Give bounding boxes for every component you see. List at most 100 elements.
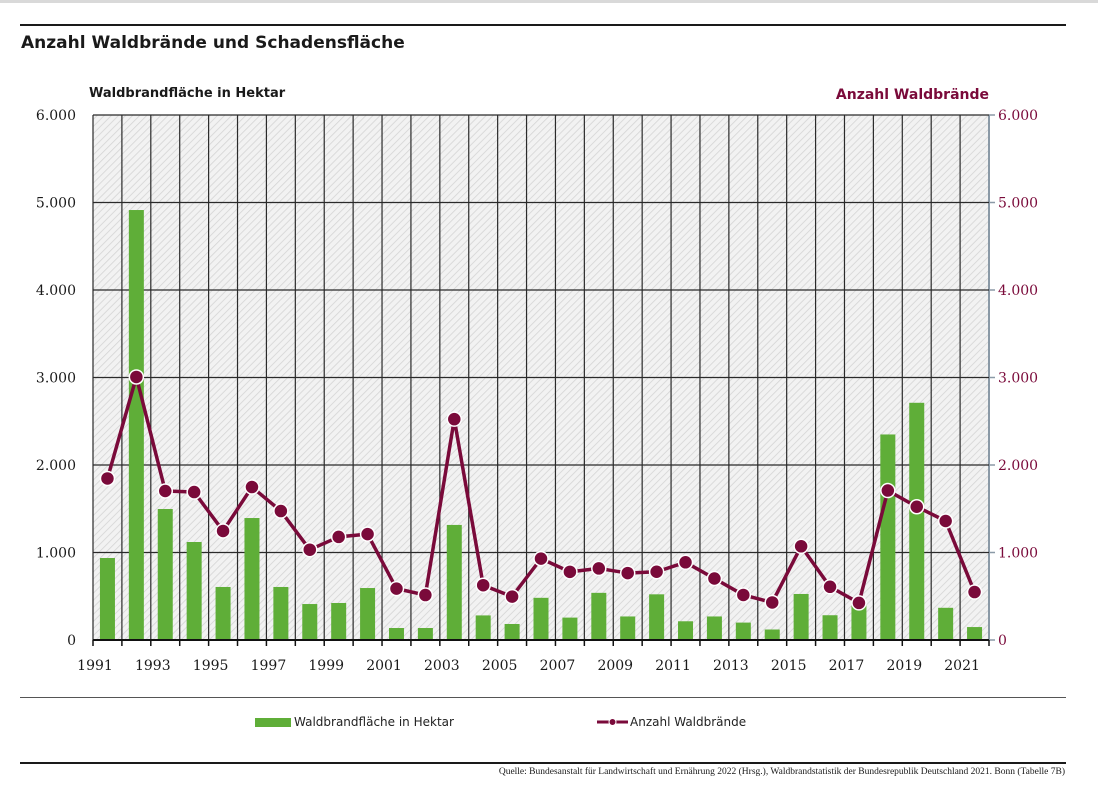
point-2019 [908,498,925,515]
point-2021 [966,584,983,600]
x-tick-label: 1991 [77,658,113,674]
point-2010 [648,564,665,580]
bar-2008 [591,592,607,640]
point-1996 [244,479,260,495]
bar-1997 [273,586,289,640]
x-tick-label: 1993 [135,658,171,674]
point-2012 [706,570,723,587]
bottom-rule [20,762,1066,764]
point-2002 [417,587,434,603]
point-1994 [186,484,202,500]
bar-2014 [764,629,780,640]
bar-2015 [793,593,809,640]
bar-2004 [475,615,491,640]
x-tick-label: 2013 [713,658,749,674]
legend-item-bars: Waldbrandfläche in Hektar [255,715,454,729]
point-2018 [880,482,896,499]
x-tick-label: 2001 [366,658,402,674]
bar-2000 [360,588,376,640]
point-2003 [446,411,463,427]
y-tick-left: 1.000 [36,546,76,562]
x-tick-label: 2005 [482,658,518,674]
point-1993 [157,483,174,499]
bar-2012 [706,616,722,640]
point-2015 [793,538,809,555]
x-tick-label: 2015 [771,658,807,674]
x-tick-label: 2019 [886,658,922,674]
x-tick-label: 2003 [424,658,460,674]
x-tick-label: 2009 [597,658,633,674]
bar-2019 [909,402,925,640]
bar-1996 [244,518,260,640]
bar-2001 [388,628,404,640]
y-tick-right: 3.000 [998,371,1038,387]
point-2008 [591,560,607,577]
bar-2009 [620,616,636,640]
bar-2005 [504,623,520,640]
legend-line-swatch [597,718,628,726]
y-tick-left: 0 [67,633,76,649]
y-tick-left: 6.000 [36,108,76,124]
y-axis-left-label: Waldbrandfläche in Hektar [89,86,286,101]
point-2020 [937,513,954,529]
y-tick-right: 2.000 [998,458,1038,474]
bar-2006 [533,597,549,640]
point-1999 [330,529,347,545]
bar-2021 [967,627,983,640]
legend-item-line: Anzahl Waldbrände [597,715,746,729]
point-1998 [302,541,318,558]
y-tick-right: 5.000 [998,196,1038,212]
point-2009 [619,565,636,581]
bar-2016 [822,615,838,640]
bar-1998 [302,604,318,640]
point-1992 [128,369,145,385]
y-tick-right: 0 [998,633,1007,649]
point-1995 [215,523,231,539]
bar-1999 [331,602,347,640]
point-2006 [533,550,549,567]
y-tick-left: 3.000 [36,371,76,387]
x-tick-label: 2017 [829,658,865,674]
y-tick-right: 1.000 [998,546,1038,562]
bar-1995 [215,586,231,640]
y-tick-right: 6.000 [998,108,1038,124]
bar-1991 [99,558,115,640]
point-2016 [822,579,838,595]
bar-2018 [880,434,896,640]
point-2004 [475,577,491,593]
point-1991 [99,470,116,487]
x-tick-label: 1995 [193,658,229,674]
point-1997 [273,503,289,519]
y-tick-left: 5.000 [36,196,76,212]
y-axis-right-label: Anzahl Waldbrände [835,87,989,103]
bar-2007 [562,617,578,640]
y-tick-left: 4.000 [36,283,76,299]
top-bar [0,0,1098,3]
x-tick-label: 1999 [308,658,344,674]
bar-1994 [186,542,202,640]
y-tick-right: 4.000 [998,283,1038,299]
legend-top-rule [20,697,1066,698]
bar-2020 [938,607,954,640]
point-2013 [735,587,752,603]
point-2007 [562,564,578,580]
top-rule [20,24,1066,26]
legend-bar-swatch [255,717,291,727]
point-2001 [388,580,405,597]
chart-canvas: 0 0 1.000 1.000 2.000 2.000 3.000 3.000 4.000 4.0… [36,108,1038,674]
point-2011 [677,554,694,571]
bar-2002 [417,628,433,640]
bar-1992 [128,210,144,640]
point-2000 [359,526,376,542]
bar-2003 [446,524,462,640]
legend-bar-label: Waldbrandfläche in Hektar [294,715,454,729]
bar-1993 [157,509,173,640]
point-2005 [504,588,520,605]
y-tick-left: 2.000 [36,458,76,474]
bar-2013 [735,622,751,640]
legend-line-label: Anzahl Waldbrände [630,715,747,729]
bar-2010 [649,594,665,640]
x-tick-label: 2011 [655,658,691,674]
x-tick-label: 2021 [944,658,980,674]
chart-title: Anzahl Waldbrände und Schadensfläche [21,33,405,53]
